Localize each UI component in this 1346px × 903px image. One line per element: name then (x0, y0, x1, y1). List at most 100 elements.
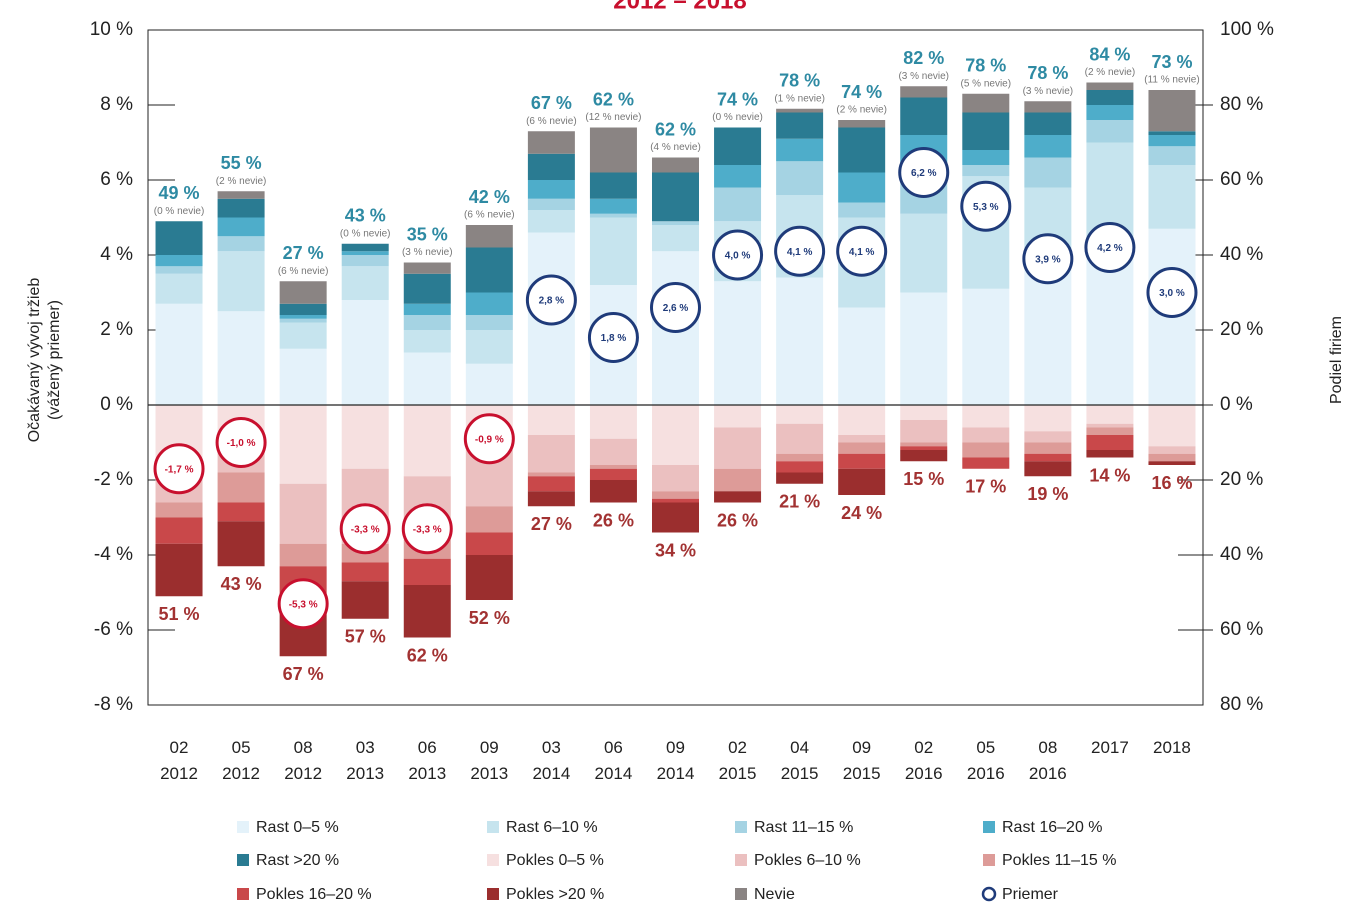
decline-total-label: 43 % (221, 574, 262, 594)
bar-segment (1086, 105, 1134, 120)
decline-total-label: 26 % (593, 510, 634, 530)
bar-segment (900, 420, 948, 443)
bar-segment (900, 292, 948, 405)
y2-tick-label: 0 % (1220, 394, 1253, 415)
bar-segment (1086, 427, 1134, 435)
nevie-label: (6 % nevie) (278, 266, 329, 277)
legend-label: Rast >20 % (256, 852, 339, 869)
bar-segment (838, 120, 886, 128)
nevie-label: (3 % nevie) (898, 71, 949, 82)
bar-segment (527, 472, 575, 477)
bar-segment (465, 247, 513, 293)
bar-segment (962, 93, 1010, 113)
growth-total-label: 74 % (717, 89, 758, 109)
y2-axis-label: Podiel firiem (1328, 315, 1345, 405)
legend-swatch (487, 888, 499, 900)
average-marker (712, 229, 764, 281)
bar-segment (652, 157, 699, 173)
legend-swatch (735, 821, 747, 833)
legend-label: Pokles 16–20 % (256, 886, 372, 903)
bar-segment (838, 468, 886, 495)
decline-total-label: 62 % (407, 645, 448, 665)
growth-total-label: 67 % (531, 93, 572, 113)
bar-segment (714, 405, 762, 428)
bar-segment (838, 453, 886, 469)
y2-tick-label: 20 % (1220, 319, 1263, 340)
y-tick-label: 4 % (100, 244, 133, 265)
bar-segment (714, 427, 762, 469)
bar-segment (1148, 146, 1196, 165)
bar-segment (341, 581, 389, 619)
bar-segment (341, 405, 389, 469)
bar-segment (589, 172, 637, 199)
bar-segment (527, 131, 575, 154)
bar-segment (1148, 131, 1196, 135)
bar-segment (776, 161, 824, 195)
bar-segment (962, 165, 1010, 177)
average-label: 2,8 % (539, 296, 565, 307)
y-tick-label: -2 % (94, 469, 133, 490)
bar-segment (714, 127, 762, 165)
bar-segment (838, 307, 886, 405)
bar-segment (1148, 453, 1196, 462)
bar-segment (776, 277, 824, 405)
average-marker (836, 225, 888, 277)
bar-segment (527, 435, 575, 473)
nevie-label: (0 % nevie) (712, 112, 763, 123)
average-marker (339, 503, 391, 555)
average-label: -3,3 % (413, 524, 442, 535)
y-tick-label: -4 % (94, 544, 133, 565)
bar-segment (1024, 101, 1072, 113)
bar-segment (900, 446, 948, 450)
bar-segment (900, 97, 948, 135)
bar-segment (1086, 405, 1134, 424)
y2-tick-label: 100 % (1220, 19, 1274, 40)
legend-label: Priemer (1002, 886, 1059, 903)
bar-segment (776, 108, 824, 113)
bar-segment (714, 187, 762, 222)
bar-segment (589, 213, 637, 218)
bar-segment (341, 255, 389, 267)
y-axis-label: Očakávaný vývoj tržieb (vážený priemer) (26, 277, 63, 443)
bar-segment (962, 457, 1010, 469)
bar-segment (1024, 405, 1072, 432)
x-tick-label: 05 2016 (966, 738, 1005, 783)
nevie-label: (2 % nevie) (216, 176, 267, 187)
growth-total-label: 55 % (221, 153, 262, 173)
average-marker (650, 282, 701, 333)
y2-tick-label: 60 % (1220, 169, 1263, 190)
bar-segment (155, 266, 203, 274)
bar-segment (589, 465, 637, 469)
bar-segment (776, 453, 824, 462)
legend-label: Pokles >20 % (506, 886, 604, 903)
x-tick-label: 2018 (1153, 738, 1191, 757)
average-marker (215, 417, 267, 468)
bar-segment (527, 198, 575, 210)
decline-total-label: 27 % (531, 514, 572, 534)
bar-segment (465, 363, 513, 405)
growth-total-label: 84 % (1089, 44, 1130, 64)
bar-segment (589, 405, 637, 439)
bar-segment (217, 472, 265, 503)
x-tick-label: 09 2014 (656, 738, 695, 783)
decline-total-label: 34 % (655, 540, 696, 560)
x-tick-label: 02 2016 (904, 738, 943, 783)
bar-segment (776, 472, 824, 484)
bar-segment (838, 202, 886, 218)
legend-label: Nevie (754, 886, 795, 903)
bar-segment (527, 491, 575, 507)
bar-segment (589, 480, 637, 503)
bar-segment (1148, 90, 1196, 132)
bar-segment (341, 300, 389, 405)
bar-segment (962, 112, 1010, 150)
average-label: -0,9 % (475, 434, 504, 445)
bar-segment (1086, 423, 1134, 428)
bar-segment (341, 243, 389, 252)
bar-segment (838, 172, 886, 203)
legend-swatch (237, 854, 249, 866)
bar-segment (403, 405, 451, 477)
bar-segment (838, 405, 886, 435)
bar-segment (465, 555, 513, 600)
x-tick-label: 2017 (1090, 738, 1129, 757)
legend-swatch (981, 886, 997, 902)
